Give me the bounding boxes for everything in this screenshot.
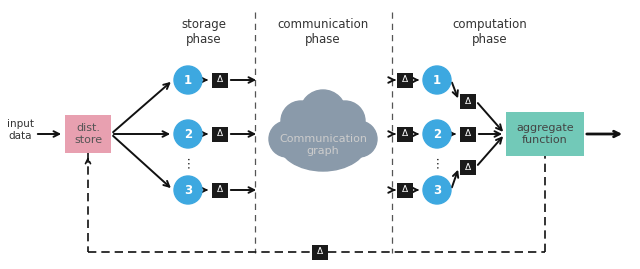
Bar — [397, 73, 413, 87]
Bar — [212, 73, 228, 87]
Circle shape — [174, 120, 202, 148]
Circle shape — [423, 120, 451, 148]
Circle shape — [300, 90, 346, 136]
Text: computation
phase: computation phase — [452, 18, 527, 47]
Text: Communication
graph: Communication graph — [279, 134, 367, 156]
Ellipse shape — [278, 111, 368, 171]
Text: Δ: Δ — [402, 129, 408, 139]
Bar — [212, 182, 228, 197]
Text: Δ: Δ — [465, 129, 471, 139]
Text: 1: 1 — [433, 73, 441, 87]
Bar — [65, 115, 111, 153]
Bar — [397, 126, 413, 141]
Text: dist.
store: dist. store — [74, 123, 102, 145]
Text: Δ: Δ — [317, 247, 323, 257]
Text: 3: 3 — [433, 183, 441, 196]
Text: Δ: Δ — [465, 97, 471, 105]
Circle shape — [341, 121, 377, 157]
Text: ⋯: ⋯ — [431, 156, 444, 168]
Text: 2: 2 — [184, 128, 192, 140]
Bar — [460, 94, 476, 108]
Text: communication
phase: communication phase — [277, 18, 369, 47]
Text: input
data: input data — [6, 119, 33, 141]
Circle shape — [174, 66, 202, 94]
Bar — [506, 112, 584, 156]
Text: storage
phase: storage phase — [182, 18, 227, 47]
Circle shape — [281, 101, 321, 141]
Text: Δ: Δ — [465, 162, 471, 172]
Text: Δ: Δ — [217, 76, 223, 84]
Text: ⋯: ⋯ — [182, 156, 195, 168]
Text: Δ: Δ — [217, 186, 223, 194]
Bar — [312, 245, 328, 260]
Circle shape — [269, 121, 305, 157]
Circle shape — [423, 66, 451, 94]
Text: Δ: Δ — [402, 186, 408, 194]
Circle shape — [423, 176, 451, 204]
Bar — [460, 160, 476, 175]
Circle shape — [325, 101, 365, 141]
Bar — [460, 126, 476, 141]
Bar — [397, 182, 413, 197]
Text: Δ: Δ — [402, 76, 408, 84]
Text: aggregate
function: aggregate function — [516, 123, 574, 145]
Text: 3: 3 — [184, 183, 192, 196]
Text: Δ: Δ — [217, 129, 223, 139]
Text: 1: 1 — [184, 73, 192, 87]
Text: 2: 2 — [433, 128, 441, 140]
Bar — [212, 126, 228, 141]
Circle shape — [174, 176, 202, 204]
